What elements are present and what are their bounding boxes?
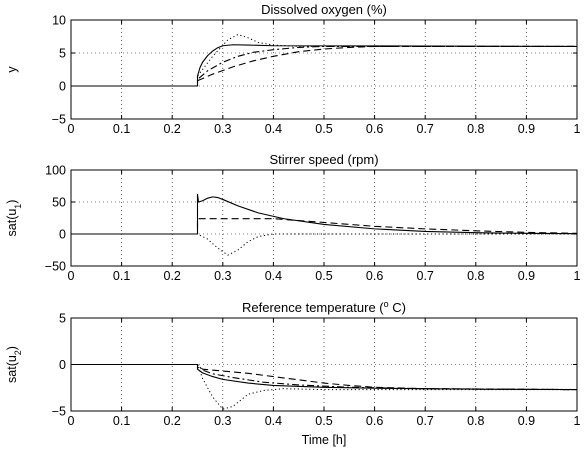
x-tick-label: 0.4 [265, 269, 282, 283]
y-axis-label: sat(u2) [5, 346, 23, 383]
x-tick-label: 0.8 [467, 269, 484, 283]
series-line-dashed [71, 363, 578, 391]
x-tick-label: 0.1 [113, 269, 130, 283]
y-tick-label: 5 [59, 312, 66, 326]
chart-panel-2: 0 0.1 0.2 0.3 0.4 0.5 0.6 0.7 0.8 0.9 1−50050100St… [5, 152, 581, 283]
series-line-dotted [71, 34, 577, 87]
chart-title-suffix: C) [389, 300, 406, 315]
series-line-dashdot [71, 45, 577, 87]
x-tick-label: 0.6 [366, 269, 383, 283]
x-tick-label: 0 [68, 269, 75, 283]
y-axis-label-suffix: ) [5, 346, 19, 350]
x-tick-label: 0.4 [265, 414, 282, 428]
x-tick-label: 0.1 [113, 414, 130, 428]
y-tick-label: −5 [52, 113, 66, 127]
series-line-solid [71, 193, 578, 235]
y-axis-label: y [5, 66, 19, 73]
x-tick-label: 0.7 [417, 269, 434, 283]
chart-title: Reference temperature (o C) [242, 299, 406, 315]
x-tick-label: 0.7 [417, 122, 434, 136]
x-tick-label: 0.1 [113, 122, 130, 136]
x-tick-label: 0.6 [366, 122, 383, 136]
x-tick-label: 0.3 [214, 122, 231, 136]
series-line-dashed [71, 218, 578, 235]
y-axis-label-subscript: 2 [13, 350, 23, 355]
y-tick-label: 0 [59, 358, 66, 372]
x-tick-label: 0.5 [315, 122, 332, 136]
y-tick-label: 100 [45, 164, 66, 178]
x-tick-label: 0.5 [315, 269, 332, 283]
y-tick-label: −50 [45, 260, 66, 274]
y-tick-label: 0 [59, 228, 66, 242]
x-tick-label: 0.9 [518, 414, 535, 428]
y-axis-label: sat(u1) [5, 200, 23, 237]
y-tick-label: 10 [52, 14, 66, 28]
x-tick-label: 1 [574, 122, 581, 136]
x-tick-label: 0 [68, 122, 75, 136]
x-tick-label: 0.9 [518, 269, 535, 283]
chart-panel-3: 0 0.1 0.2 0.3 0.4 0.5 0.6 0.7 0.8 0.9 1−505Referen… [5, 299, 581, 428]
y-axis-label-suffix: ) [5, 200, 19, 204]
x-axis-label: Time [h] [302, 433, 347, 447]
series-line-solid [71, 44, 578, 87]
chart-title-superscript: o [384, 299, 389, 309]
y-axis-label-subscript: 1 [13, 204, 23, 209]
series-line-solid [71, 363, 578, 391]
x-tick-label: 0.3 [214, 414, 231, 428]
x-tick-label: 0.2 [164, 122, 181, 136]
x-tick-label: 0 [68, 414, 75, 428]
x-tick-label: 0.8 [467, 414, 484, 428]
chart-title: Stirrer speed (rpm) [269, 152, 378, 167]
series-line-dashed [71, 45, 577, 87]
x-tick-label: 0.9 [518, 122, 535, 136]
x-tick-label: 0.6 [366, 414, 383, 428]
x-tick-label: 0.2 [164, 269, 181, 283]
x-tick-label: 0.5 [315, 414, 332, 428]
y-tick-label: 50 [52, 196, 66, 210]
chart-title: Dissolved oxygen (%) [261, 2, 387, 17]
y-tick-label: 0 [59, 80, 66, 94]
x-tick-label: 0.7 [417, 414, 434, 428]
x-tick-label: 0.8 [467, 122, 484, 136]
x-tick-label: 0.4 [265, 122, 282, 136]
chart-panel-1: 0 0.1 0.2 0.3 0.4 0.5 0.6 0.7 0.8 0.9 1−50510Disso… [5, 2, 581, 136]
x-tick-label: 0.2 [164, 414, 181, 428]
y-tick-label: −5 [52, 405, 66, 419]
x-tick-label: 1 [574, 269, 581, 283]
x-tick-label: 0.3 [214, 269, 231, 283]
y-tick-label: 5 [59, 47, 66, 61]
x-tick-label: 1 [574, 414, 581, 428]
